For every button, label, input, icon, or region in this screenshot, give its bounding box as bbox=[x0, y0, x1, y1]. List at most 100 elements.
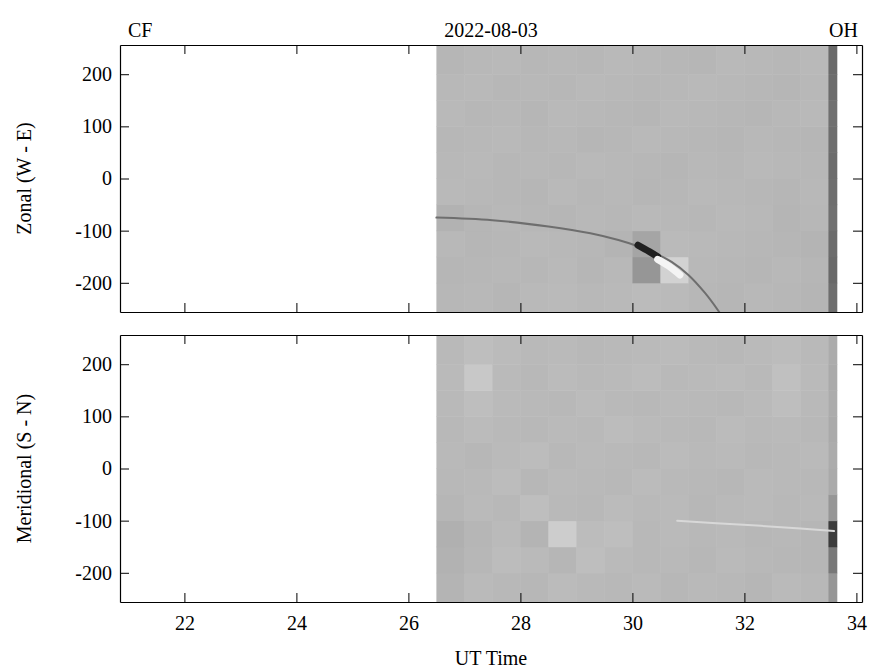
tick-label: 22 bbox=[175, 612, 195, 634]
tick: 100 bbox=[82, 115, 129, 137]
tick-mark bbox=[856, 593, 857, 602]
tick-label: 34 bbox=[847, 612, 867, 634]
heatmap-cell bbox=[800, 74, 829, 101]
tick-mark bbox=[856, 335, 857, 344]
heatmap-cell bbox=[464, 364, 493, 391]
heatmap-cell bbox=[800, 45, 829, 75]
tick bbox=[520, 335, 521, 344]
heatmap-cell bbox=[828, 231, 837, 258]
heatmap-cell bbox=[828, 416, 837, 443]
heatmap-cell bbox=[744, 179, 773, 206]
heatmap-cell bbox=[436, 390, 465, 417]
heatmap-cell bbox=[492, 100, 521, 127]
heatmap-cell bbox=[520, 469, 549, 496]
heatmap-cell bbox=[436, 364, 465, 391]
tick bbox=[853, 469, 862, 470]
heatmap-cell bbox=[464, 45, 493, 75]
heatmap-cell bbox=[772, 469, 801, 496]
heatmap-cell bbox=[464, 335, 493, 365]
tick-mark bbox=[520, 593, 521, 602]
tick: 200 bbox=[82, 63, 129, 85]
heatmap-cell bbox=[632, 179, 661, 206]
heatmap-cell bbox=[772, 100, 801, 127]
tick-mark bbox=[408, 303, 409, 312]
heatmap-cell bbox=[436, 231, 465, 258]
tick-mark bbox=[296, 593, 297, 602]
tick-mark bbox=[853, 521, 862, 522]
heatmap-cell bbox=[716, 416, 745, 443]
tick bbox=[853, 126, 862, 127]
heatmap-cell bbox=[464, 390, 493, 417]
heatmap-cell bbox=[604, 152, 633, 179]
heatmap-cell bbox=[660, 179, 689, 206]
tick: 22 bbox=[175, 593, 195, 634]
heatmap-cell bbox=[772, 205, 801, 232]
heatmap-cell bbox=[632, 335, 661, 365]
heatmap-cell bbox=[660, 335, 689, 365]
heatmap-cell bbox=[772, 45, 801, 75]
tick-label: 26 bbox=[399, 612, 419, 634]
heatmap-cell bbox=[632, 283, 661, 312]
heatmap-cell bbox=[660, 416, 689, 443]
heatmap-cell bbox=[464, 126, 493, 153]
heatmap-cell bbox=[548, 390, 577, 417]
tick: 0 bbox=[102, 167, 129, 189]
tick bbox=[408, 303, 409, 312]
heatmap-cell bbox=[492, 179, 521, 206]
axis-line bbox=[121, 602, 863, 603]
heatmap-cell bbox=[548, 231, 577, 258]
heatmap-cell bbox=[520, 416, 549, 443]
heatmap-cell bbox=[744, 390, 773, 417]
heatmap-cell bbox=[548, 364, 577, 391]
tick: -200 bbox=[75, 272, 129, 294]
heatmap-cell bbox=[604, 205, 633, 232]
heatmap-cell bbox=[632, 74, 661, 101]
heatmap-cell bbox=[716, 74, 745, 101]
heatmap-cell bbox=[604, 100, 633, 127]
y-axis-right bbox=[853, 46, 863, 313]
tick-mark bbox=[120, 74, 129, 75]
heatmap-cell bbox=[464, 74, 493, 101]
heatmap-cell bbox=[492, 45, 521, 75]
heatmap-cell bbox=[604, 469, 633, 496]
heatmap-cell bbox=[800, 335, 829, 365]
heatmap-cell bbox=[716, 335, 745, 365]
tick bbox=[856, 303, 857, 312]
tick bbox=[744, 45, 745, 54]
heatmap-cell bbox=[520, 442, 549, 469]
heatmap-cell bbox=[548, 100, 577, 127]
tick-mark bbox=[853, 283, 862, 284]
heatmap-cell bbox=[604, 257, 633, 284]
plot-area bbox=[436, 335, 837, 602]
heatmap-cell bbox=[548, 45, 577, 75]
tick-mark bbox=[296, 303, 297, 312]
tick-mark bbox=[853, 74, 862, 75]
heatmap-cell bbox=[632, 45, 661, 75]
tick-label: 100 bbox=[82, 405, 112, 427]
tick bbox=[632, 335, 633, 344]
heatmap-cell bbox=[604, 126, 633, 153]
heatmap-cell bbox=[520, 126, 549, 153]
tick bbox=[184, 335, 185, 344]
heatmap-cell bbox=[492, 442, 521, 469]
heatmap-cell bbox=[716, 547, 745, 574]
heatmap-cell bbox=[604, 547, 633, 574]
axis-line bbox=[862, 46, 863, 313]
heatmap-cell bbox=[688, 152, 717, 179]
tick-label: -100 bbox=[75, 510, 112, 532]
heatmap-cell bbox=[492, 547, 521, 574]
heatmap-cell bbox=[688, 573, 717, 602]
heatmap-cell bbox=[520, 495, 549, 522]
y-axis-right bbox=[853, 336, 863, 603]
heatmap-cell bbox=[492, 231, 521, 258]
heatmap-cell bbox=[744, 74, 773, 101]
heatmap-cell bbox=[828, 257, 837, 284]
heatmap-cell bbox=[800, 442, 829, 469]
tick bbox=[408, 335, 409, 344]
heatmap-cell bbox=[604, 335, 633, 365]
tick-label: -100 bbox=[75, 220, 112, 242]
heatmap-cell bbox=[520, 547, 549, 574]
axis-line bbox=[121, 312, 863, 313]
heatmap-cell bbox=[828, 335, 837, 365]
tick-mark bbox=[856, 303, 857, 312]
